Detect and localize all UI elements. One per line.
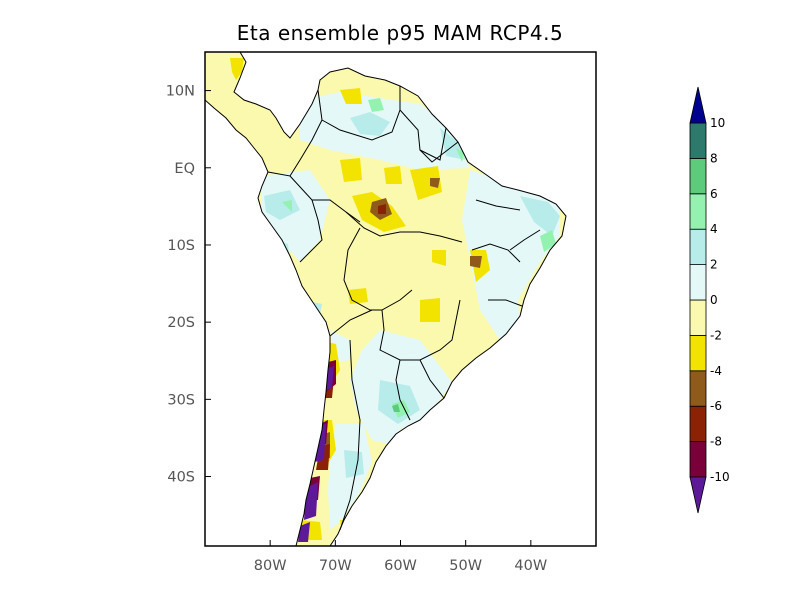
colorbar-bin — [689, 334, 707, 372]
lon-tick-label: 50W — [449, 558, 482, 574]
lat-tick-label: 30S — [167, 392, 195, 408]
colorbar-bin — [689, 299, 707, 336]
colorbar-level-label: 10 — [710, 116, 725, 130]
colorbar-bin — [689, 370, 707, 407]
lat-tick-label: 40S — [167, 470, 195, 486]
map-area — [205, 52, 567, 546]
colorbar-level-label: 0 — [710, 293, 718, 307]
lon-tick-label: 70W — [319, 558, 352, 574]
colorbar-bin — [689, 228, 707, 265]
colorbar-under-arrow — [689, 476, 707, 514]
colorbar: -10 -8 -6 -4 -2 0 2 4 6 8 10 — [689, 86, 730, 514]
colorbar-bin — [689, 264, 707, 301]
lon-tick-label: 40W — [514, 558, 547, 574]
lat-tick-label: 10N — [166, 84, 195, 100]
colorbar-level-label: -4 — [710, 364, 722, 378]
colorbar-level-label: -10 — [710, 470, 730, 484]
coastline — [205, 52, 567, 546]
colorbar-over-arrow — [689, 86, 707, 124]
map-title: Eta ensemble p95 MAM RCP4.5 — [237, 21, 563, 45]
colorbar-level-label: 2 — [710, 258, 718, 272]
colorbar-bin — [689, 193, 707, 230]
field-6-8 — [392, 404, 400, 412]
lat-tick-label: EQ — [174, 161, 195, 177]
colorbar-level-label: 4 — [710, 222, 718, 236]
colorbar-bin — [689, 441, 707, 478]
colorbar-bin — [689, 157, 707, 195]
colorbar-level-label: 8 — [710, 151, 718, 165]
lat-tick-label: 20S — [167, 315, 195, 331]
colorbar-bin — [689, 122, 707, 159]
lat-tick-label: 10S — [167, 238, 195, 254]
colorbar-level-label: -6 — [710, 399, 722, 413]
country-borders — [267, 86, 541, 531]
colorbar-bin — [689, 405, 707, 443]
lon-tick-label: 80W — [254, 558, 287, 574]
colorbar-level-label: 6 — [710, 187, 718, 201]
lon-tick-label: 60W — [384, 558, 417, 574]
colorbar-level-label: -8 — [710, 435, 722, 449]
colorbar-level-label: -2 — [710, 328, 722, 342]
longitude-axis: 80W 70W 60W 50W 40W — [254, 540, 547, 574]
latitude-axis: 10N EQ 10S 20S 30S 40S — [166, 84, 211, 486]
